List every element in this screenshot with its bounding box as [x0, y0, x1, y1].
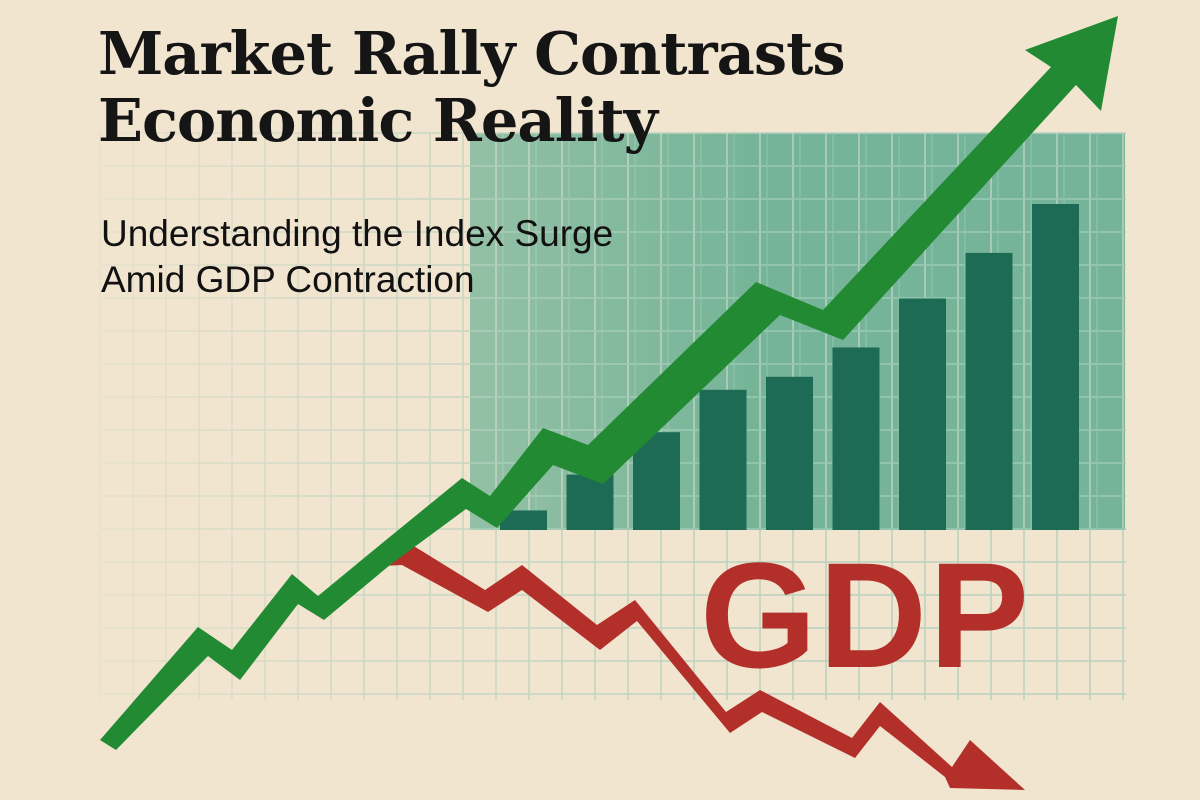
bar — [832, 347, 880, 530]
headline: Market Rally Contrasts Economic Reality — [98, 19, 846, 155]
bar — [500, 510, 547, 530]
bar — [633, 432, 680, 530]
headline-line-2: Economic Reality — [98, 86, 658, 155]
bar — [965, 252, 1013, 530]
bar — [699, 389, 747, 530]
bar-group — [500, 204, 1079, 530]
bar — [899, 298, 946, 530]
subheadline: Understanding the Index Surge Amid GDP C… — [101, 211, 613, 303]
gdp-label: GDP — [700, 531, 1032, 699]
headline-line-1: Market Rally Contrasts — [98, 19, 846, 88]
bar — [766, 376, 813, 530]
gdp-decline-arrow — [382, 540, 1025, 790]
bar — [566, 474, 614, 530]
subheadline-line-1: Understanding the Index Surge — [101, 213, 614, 254]
market-rally-arrow — [100, 16, 1118, 750]
bar — [1032, 204, 1079, 530]
subheadline-line-2: Amid GDP Contraction — [101, 259, 475, 300]
